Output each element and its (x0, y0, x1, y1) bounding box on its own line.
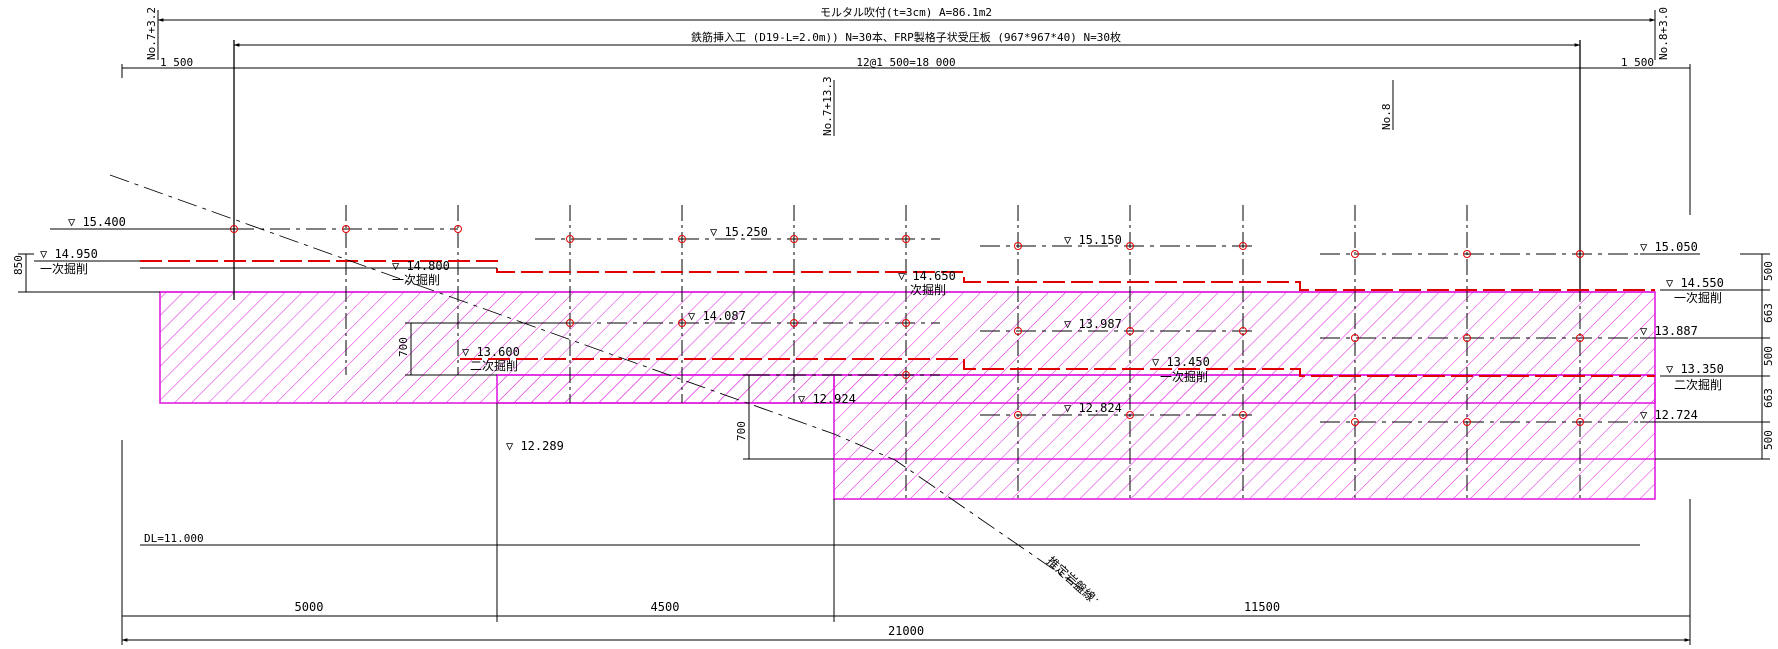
label-first-exc-3: 次掘削 (910, 282, 946, 297)
elev-14650: ▽ 14.650 (898, 269, 956, 283)
elev-13450: ▽ 13.450 (1152, 355, 1210, 369)
dim-4500: 4500 (651, 600, 680, 614)
elev-14087: ▽ 14.087 (688, 309, 746, 323)
dim-700-b: 700 (735, 421, 748, 441)
dim-500-c: 500 (1762, 430, 1775, 450)
label-first-exc-left: 一次掘削 (40, 261, 88, 276)
elev-13987: ▽ 13.987 (1064, 317, 1122, 331)
dim-850: 850 (12, 255, 25, 275)
elev-12289: ▽ 12.289 (506, 439, 564, 453)
rebar-note: 鉄筋挿入工 (D19-L=2.0m)) N=30本、FRP製格子状受圧板 (96… (691, 30, 1121, 44)
label-second-exc-1: 二次掘削 (470, 358, 518, 373)
elev-15150: ▽ 15.150 (1064, 233, 1122, 247)
elev-14550: ▽ 14.550 (1666, 276, 1724, 290)
mortar-note: モルタル吹付(t=3cm) A=86.1m2 (820, 6, 992, 19)
label-first-exc-right: 一次掘削 (1674, 290, 1722, 305)
excavation-lines (140, 260, 1655, 377)
elev-13600: ▽ 13.600 (462, 345, 520, 359)
rebar-heads (230, 225, 1584, 426)
bottom-dimensions (121, 403, 1691, 645)
rock-line-label: 推定岩盤線 (1044, 553, 1099, 604)
elev-14800: ▽ 14.800 (392, 259, 450, 273)
elev-12924: ▽ 12.924 (798, 392, 856, 406)
dim-21000: 21000 (888, 624, 924, 638)
dim-663-a: 663 (1762, 303, 1775, 323)
elev-15250: ▽ 15.250 (710, 225, 768, 239)
dim-500-b: 500 (1762, 346, 1775, 366)
station-left: No.7+3.2 (145, 7, 158, 60)
right-dimensions: 500 663 500 663 500 (1655, 253, 1775, 460)
elev-13887: ▽ 13.887 (1640, 324, 1698, 338)
station-no8: No.8 (1380, 104, 1393, 131)
station-right: No.8+3.0 (1657, 7, 1670, 60)
spacing-mid: 12@1 500=18 000 (856, 56, 955, 69)
spacing-right: 1 500 (1621, 56, 1654, 69)
dim-700-a: 700 (397, 337, 410, 357)
dim-663-b: 663 (1762, 388, 1775, 408)
estimated-rock-line (109, 174, 1099, 601)
dim-5000: 5000 (295, 600, 324, 614)
datum-label: DL=11.000 (144, 532, 204, 545)
spacing-left: 1 500 (160, 56, 193, 69)
elev-15050: ▽ 15.050 (1640, 240, 1698, 254)
shotcrete-area (159, 291, 1656, 500)
left-dimensions: 850 700 700 (12, 253, 834, 460)
dim-500-a: 500 (1762, 261, 1775, 281)
rebar-rows (234, 228, 1690, 423)
elev-12724: ▽ 12.724 (1640, 408, 1698, 422)
elev-14950: ▽ 14.950 (40, 247, 98, 261)
dim-11500: 11500 (1244, 600, 1280, 614)
label-first-exc-2: 一次掘削 (392, 272, 440, 287)
elev-13350: ▽ 13.350 (1666, 362, 1724, 376)
top-dimensions (121, 10, 1691, 300)
elev-12824: ▽ 12.824 (1064, 401, 1122, 415)
label-second-exc-right: 二次掘削 (1674, 377, 1722, 392)
label-first-exc-4: 一次掘削 (1160, 369, 1208, 384)
station-mid: No.7+13.3 (821, 76, 834, 136)
elev-15400: ▽ 15.400 (68, 215, 126, 229)
